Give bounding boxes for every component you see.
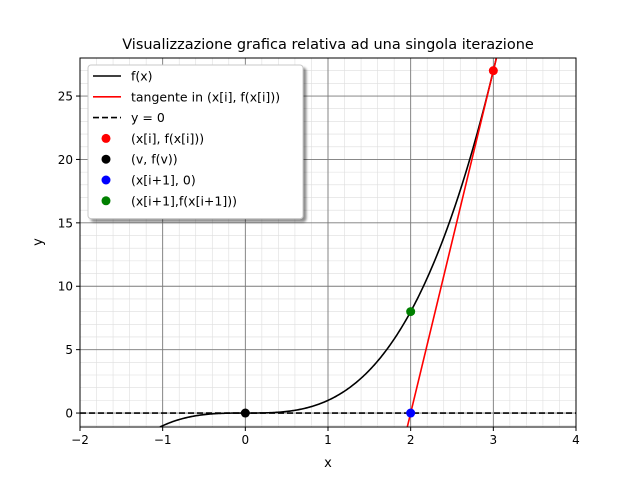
- axis-ticks: −2 −1 0 1 2 3 4 0 5 10 15 20 25: [58, 90, 580, 447]
- legend-label: y = 0: [131, 110, 165, 125]
- x-tick-label: 2: [407, 433, 415, 447]
- data-point: [406, 307, 416, 317]
- data-point: [488, 66, 498, 76]
- x-axis-label: x: [324, 456, 332, 471]
- plot-area: [80, 58, 576, 427]
- x-tick-label: 4: [572, 433, 580, 447]
- x-tick-label: −2: [71, 433, 89, 447]
- series-line-tangent: [406, 58, 498, 427]
- y-tick-label: 10: [58, 280, 73, 294]
- legend-marker: [101, 196, 111, 206]
- legend-label: (x[i], f(x[i])): [131, 131, 204, 146]
- legend-marker: [101, 133, 111, 143]
- x-tick-label: 3: [490, 433, 498, 447]
- legend-box: [87, 64, 304, 220]
- y-tick-label: 20: [58, 153, 73, 167]
- x-tick-label: 0: [242, 433, 250, 447]
- legend-label: (x[i+1],f(x[i+1])): [131, 193, 237, 208]
- y-tick-label: 5: [65, 343, 73, 357]
- x-tick-label: 1: [324, 433, 332, 447]
- chart-title: Visualizzazione grafica relativa ad una …: [122, 37, 534, 53]
- legend-label: (v, f(v)): [131, 152, 178, 167]
- y-tick-label: 0: [65, 407, 73, 421]
- legend-label: (x[i+1], 0): [131, 173, 196, 188]
- legend: f(x) tangente in (x[i], f(x[i])) y = 0 (x[i…: [87, 64, 304, 220]
- legend-label: tangente in (x[i], f(x[i])): [131, 89, 280, 104]
- legend-marker: [101, 175, 111, 185]
- legend-label: f(x): [131, 69, 153, 84]
- x-tick-label: −1: [154, 433, 172, 447]
- data-point: [406, 408, 416, 418]
- y-tick-label: 25: [58, 90, 73, 104]
- y-axis-label: y: [31, 238, 46, 246]
- legend-marker: [101, 154, 111, 164]
- y-tick-label: 15: [58, 216, 73, 230]
- data-point: [240, 408, 250, 418]
